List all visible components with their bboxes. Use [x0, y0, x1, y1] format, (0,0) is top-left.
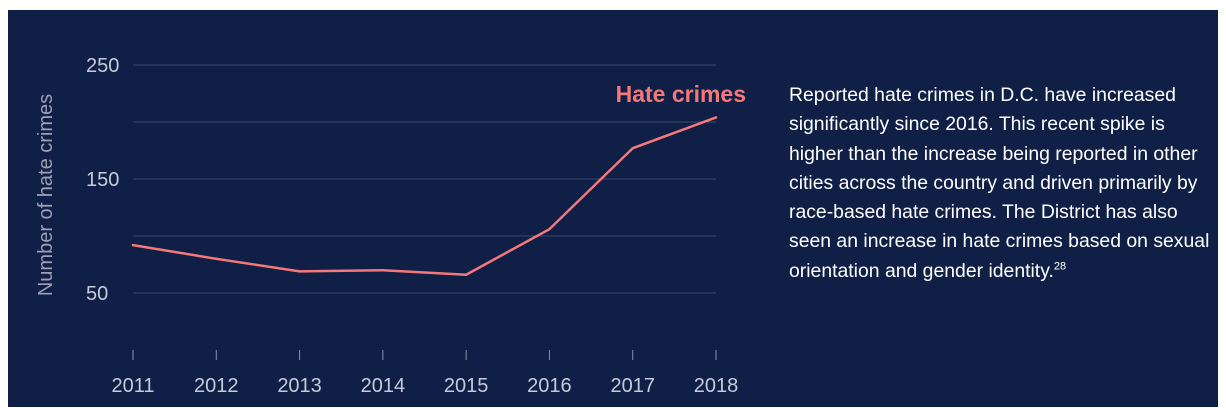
line-chart: 250 150 50 2011 2012 2013 2014 2015 2016 2017 2018…	[35, 55, 746, 397]
y-tick-label: 250	[86, 55, 119, 77]
series-label-hate-crimes: Hate crimes	[616, 81, 746, 107]
series-line-hate-crimes	[131, 116, 718, 277]
data-point	[298, 270, 301, 273]
x-tick-label: 2011	[111, 375, 154, 397]
chart-description: Reported hate crimes in D.C. have increa…	[789, 81, 1219, 286]
x-tick-label: 2017	[610, 375, 655, 397]
footnote-marker: 28	[1053, 260, 1067, 273]
y-tick-label: 150	[86, 169, 119, 191]
y-tick-label: 50	[86, 283, 108, 305]
data-point	[381, 269, 385, 272]
data-point	[714, 116, 718, 119]
x-tick-label: 2013	[277, 375, 322, 397]
x-tick-label: 2014	[361, 375, 406, 397]
data-point	[215, 257, 218, 260]
data-point	[631, 147, 634, 150]
y-axis-label: Number of hate crimes	[35, 94, 57, 296]
data-point	[548, 227, 551, 231]
x-tick-label: 2016	[527, 375, 572, 397]
chart-panel: 250 150 50 2011 2012 2013 2014 2015 2016 2017 2018…	[8, 10, 1218, 407]
x-tick-label: 2015	[444, 375, 489, 397]
description-text: Reported hate crimes in D.C. have increa…	[789, 84, 1210, 282]
data-point	[131, 243, 135, 247]
x-tick-label: 2012	[194, 375, 239, 397]
data-point	[464, 273, 468, 276]
x-tick-label: 2018	[694, 375, 739, 397]
